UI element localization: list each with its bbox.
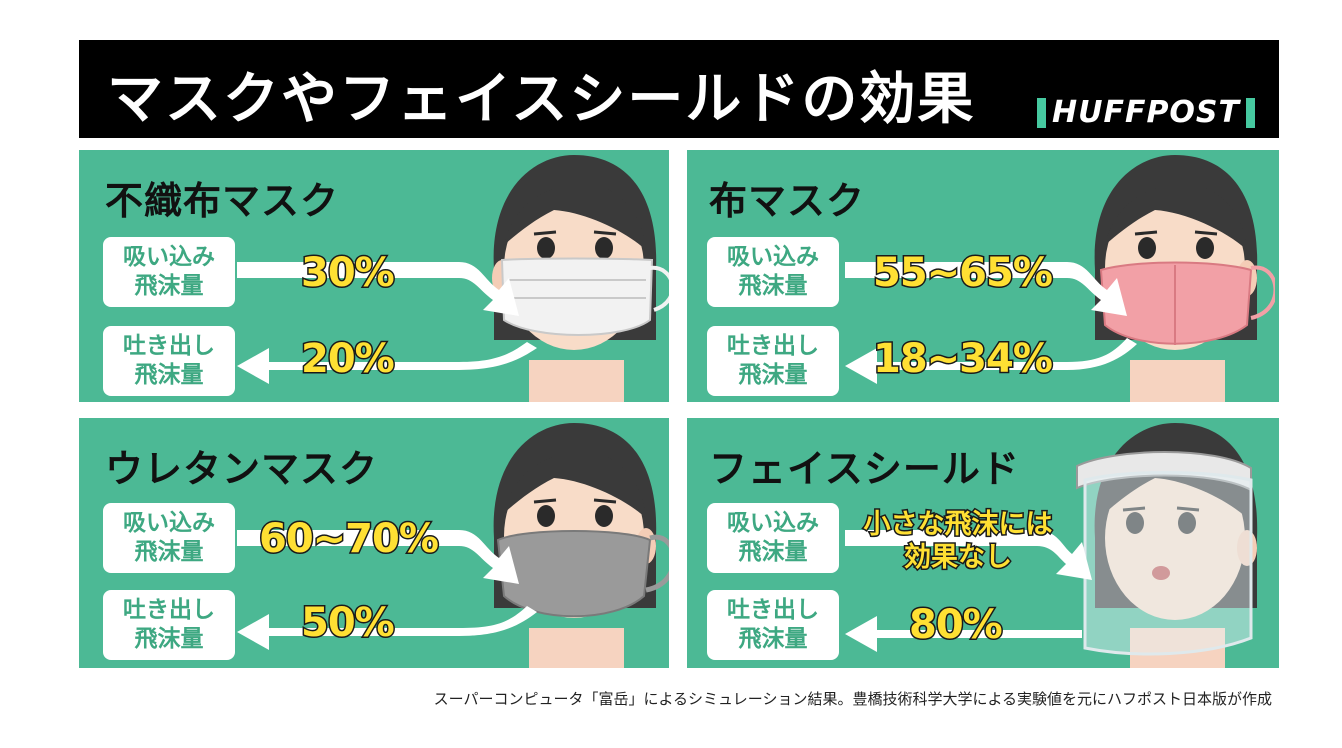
panel-title: ウレタンマスク (105, 447, 379, 491)
logo-text: HUFFPOST (1051, 95, 1240, 130)
inhale-label-line2: 飛沫量 (134, 539, 204, 565)
page-title: マスクやフェイスシールドの効果 (107, 67, 976, 132)
inhale-label-line1: 吸い込み (727, 510, 819, 536)
face-with-cloth-mask (1094, 155, 1275, 402)
exhale-label-line2: 飛沫量 (738, 362, 808, 388)
inhale-label-line2: 飛沫量 (738, 273, 808, 299)
panel-title: フェイスシールド (709, 447, 1020, 491)
panel-surgical-mask: 不織布マスク 吸い込み 飛沫量 30% 吐き出し 飛沫量 20% (79, 150, 669, 402)
exhale-label-line2: 飛沫量 (134, 362, 204, 388)
inhale-label-line1: 吸い込み (123, 510, 215, 536)
inhale-label-box: 吸い込み 飛沫量 (707, 237, 839, 307)
exhale-label-box: 吐き出し 飛沫量 (103, 590, 235, 660)
logo-bar-left (1036, 98, 1046, 128)
inhale-arrow (237, 262, 519, 316)
inhale-arrow (237, 530, 519, 584)
exhale-value: 50% (300, 599, 397, 648)
exhale-arrow (845, 616, 1082, 652)
inhale-value: 30% (300, 249, 397, 298)
panel-urethane-mask: ウレタンマスク 吸い込み 飛沫量 60~70% 吐き出し 飛沫量 50% (79, 418, 669, 668)
inhale-label-box: 吸い込み 飛沫量 (103, 237, 235, 307)
exhale-value: 18~34% (872, 335, 1055, 384)
exhale-arrow (237, 342, 537, 384)
inhale-label-line1: 吸い込み (727, 244, 819, 270)
inhale-label-line1: 吸い込み (123, 244, 215, 270)
face-with-urethane-mask (493, 423, 669, 668)
exhale-label-box: 吐き出し 飛沫量 (103, 326, 235, 396)
inhale-value: 55~65% (872, 249, 1055, 298)
header-banner: マスクやフェイスシールドの効果 HUFFPOST (79, 40, 1279, 138)
inhale-value: 小さな飛沫には 効果なし (853, 508, 1063, 575)
inhale-label-line2: 飛沫量 (134, 273, 204, 299)
face-with-surgical-mask (492, 155, 669, 402)
exhale-label-line2: 飛沫量 (134, 626, 204, 652)
logo-bar-right (1246, 98, 1255, 128)
source-footnote: スーパーコンピュータ「富岳」によるシミュレーション結果。豊橋技術科学大学による実… (433, 690, 1272, 708)
inhale-arrow (845, 530, 1092, 580)
inhale-value: 60~70% (258, 515, 441, 564)
inhale-label-box: 吸い込み 飛沫量 (707, 503, 839, 573)
exhale-label-box: 吐き出し 飛沫量 (707, 590, 839, 660)
inhale-value-line2: 効果なし (903, 541, 1014, 575)
inhale-label-box: 吸い込み 飛沫量 (103, 503, 235, 573)
exhale-label-line1: 吐き出し (727, 333, 819, 359)
panel-cloth-mask: 布マスク 吸い込み 飛沫量 55~65% 吐き出し 飛沫量 18~34% (687, 150, 1279, 402)
inhale-value-line1: 小さな飛沫には (862, 508, 1054, 542)
exhale-label-box: 吐き出し 飛沫量 (707, 326, 839, 396)
exhale-value: 20% (300, 335, 397, 384)
panel-title: 不織布マスク (105, 179, 340, 223)
exhale-value: 80% (908, 601, 1005, 650)
face-with-face-shield (1076, 423, 1258, 668)
exhale-label-line1: 吐き出し (727, 597, 819, 623)
exhale-arrow (237, 606, 537, 650)
inhale-arrow (845, 262, 1127, 316)
panel-title: 布マスク (709, 179, 866, 223)
exhale-label-line1: 吐き出し (123, 597, 215, 623)
huffpost-logo: HUFFPOST (1036, 95, 1255, 130)
exhale-arrow (845, 338, 1137, 384)
panel-face-shield: フェイスシールド 吸い込み 飛沫量 小さな飛沫には 効果なし 吐き出し 飛沫量 … (687, 418, 1279, 668)
exhale-label-line2: 飛沫量 (738, 626, 808, 652)
exhale-label-line1: 吐き出し (123, 333, 215, 359)
inhale-label-line2: 飛沫量 (738, 539, 808, 565)
